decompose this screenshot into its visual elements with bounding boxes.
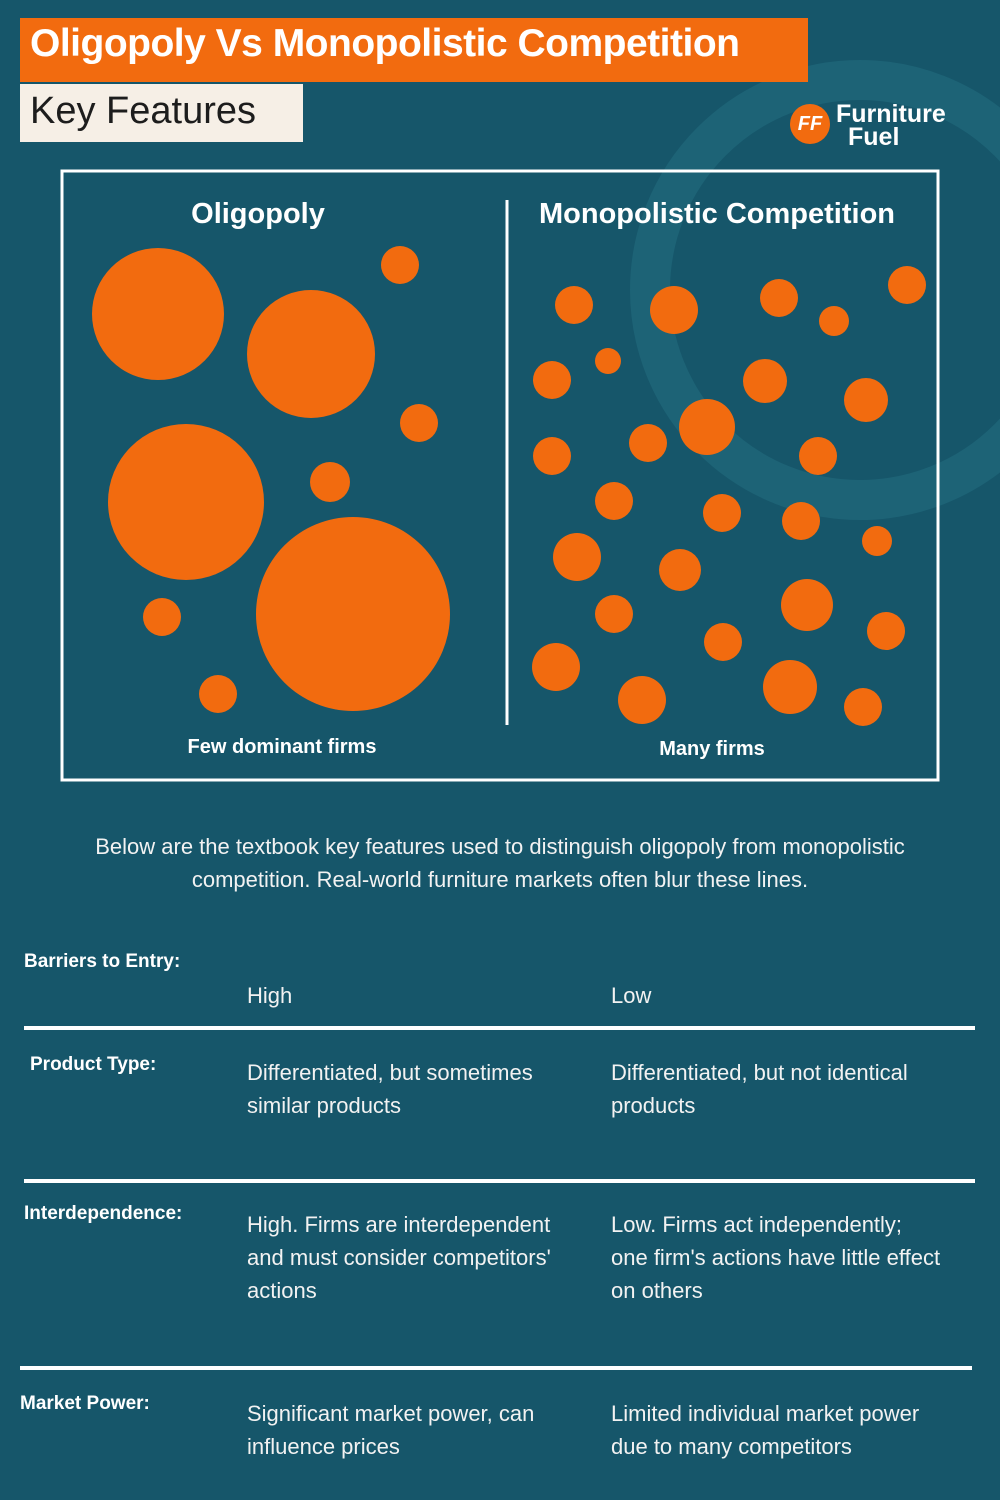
firm-circle: [532, 643, 580, 691]
firm-circle: [629, 424, 667, 462]
graphics: [60, 60, 1000, 782]
firm-circle: [703, 494, 741, 532]
logo-text: Furniture: [836, 100, 946, 128]
firm-circle: [659, 549, 701, 591]
firm-circles: [92, 246, 926, 726]
cell: High. Firms are interdependent and must …: [247, 1212, 551, 1303]
firm-circle: [760, 279, 798, 317]
firm-circle: [844, 688, 882, 726]
panel-title: Monopolistic Competition: [538, 198, 896, 230]
firm-circle: [92, 248, 224, 380]
firm-circle: [679, 399, 735, 455]
watermark: [630, 60, 1000, 520]
logo-icon: FF: [790, 104, 830, 144]
separator: [20, 1366, 972, 1370]
firm-circle: [704, 623, 742, 661]
firm-circle: [199, 675, 237, 713]
subtitle-box: [20, 84, 303, 142]
firm-circle: [595, 482, 633, 520]
row-label: Barriers to Entry:: [24, 951, 181, 972]
intro-text: Below are the textbook key features used…: [95, 834, 905, 892]
firm-circle: [782, 502, 820, 540]
cell: Limited individual market power due to m…: [611, 1401, 920, 1459]
firm-circle: [256, 517, 450, 711]
firm-circle: [743, 359, 787, 403]
firm-circle: [310, 462, 350, 502]
cell: Differentiated, but not identical produc…: [611, 1060, 908, 1118]
row-label: Market Power:: [20, 1393, 150, 1414]
firm-circle: [108, 424, 264, 580]
firm-circle: [400, 404, 438, 442]
firm-circle: [618, 676, 666, 724]
firm-circle: [862, 526, 892, 556]
firm-circle: [763, 660, 817, 714]
panel-frame: [60, 169, 940, 782]
firm-circle: [381, 246, 419, 284]
firm-circle: [650, 286, 698, 334]
subtitle: Key Features: [30, 90, 256, 132]
firm-circle: [247, 290, 375, 418]
firm-circle: [555, 286, 593, 324]
logo-text: Fuel: [848, 123, 900, 151]
panel-caption: Few dominant firms: [187, 736, 377, 758]
title-bar: [20, 18, 808, 82]
firm-circle: [819, 306, 849, 336]
firm-circle: [595, 348, 621, 374]
separator: [24, 1179, 975, 1183]
firm-circle: [553, 533, 601, 581]
firm-circle: [799, 437, 837, 475]
firm-circle: [888, 266, 926, 304]
firm-circle: [844, 378, 888, 422]
panel-caption: Many firms: [659, 738, 765, 760]
cell: Low. Firms act independently; one firm's…: [611, 1212, 941, 1303]
row-label: Product Type:: [30, 1054, 157, 1075]
cell: High: [247, 983, 293, 1008]
cell: Significant market power, can influence …: [247, 1401, 535, 1459]
firm-circle: [595, 595, 633, 633]
title: Oligopoly Vs Monopolistic Competition: [30, 22, 740, 65]
cell: Differentiated, but sometimes similar pr…: [247, 1060, 533, 1118]
firm-circle: [533, 361, 571, 399]
row-label: Interdependence:: [24, 1203, 183, 1224]
firm-circle: [533, 437, 571, 475]
cell: Low: [611, 983, 652, 1008]
panel-title: Oligopoly: [191, 198, 325, 230]
firm-circle: [867, 612, 905, 650]
firm-circle: [143, 598, 181, 636]
separator: [24, 1026, 975, 1030]
firm-circle: [781, 579, 833, 631]
